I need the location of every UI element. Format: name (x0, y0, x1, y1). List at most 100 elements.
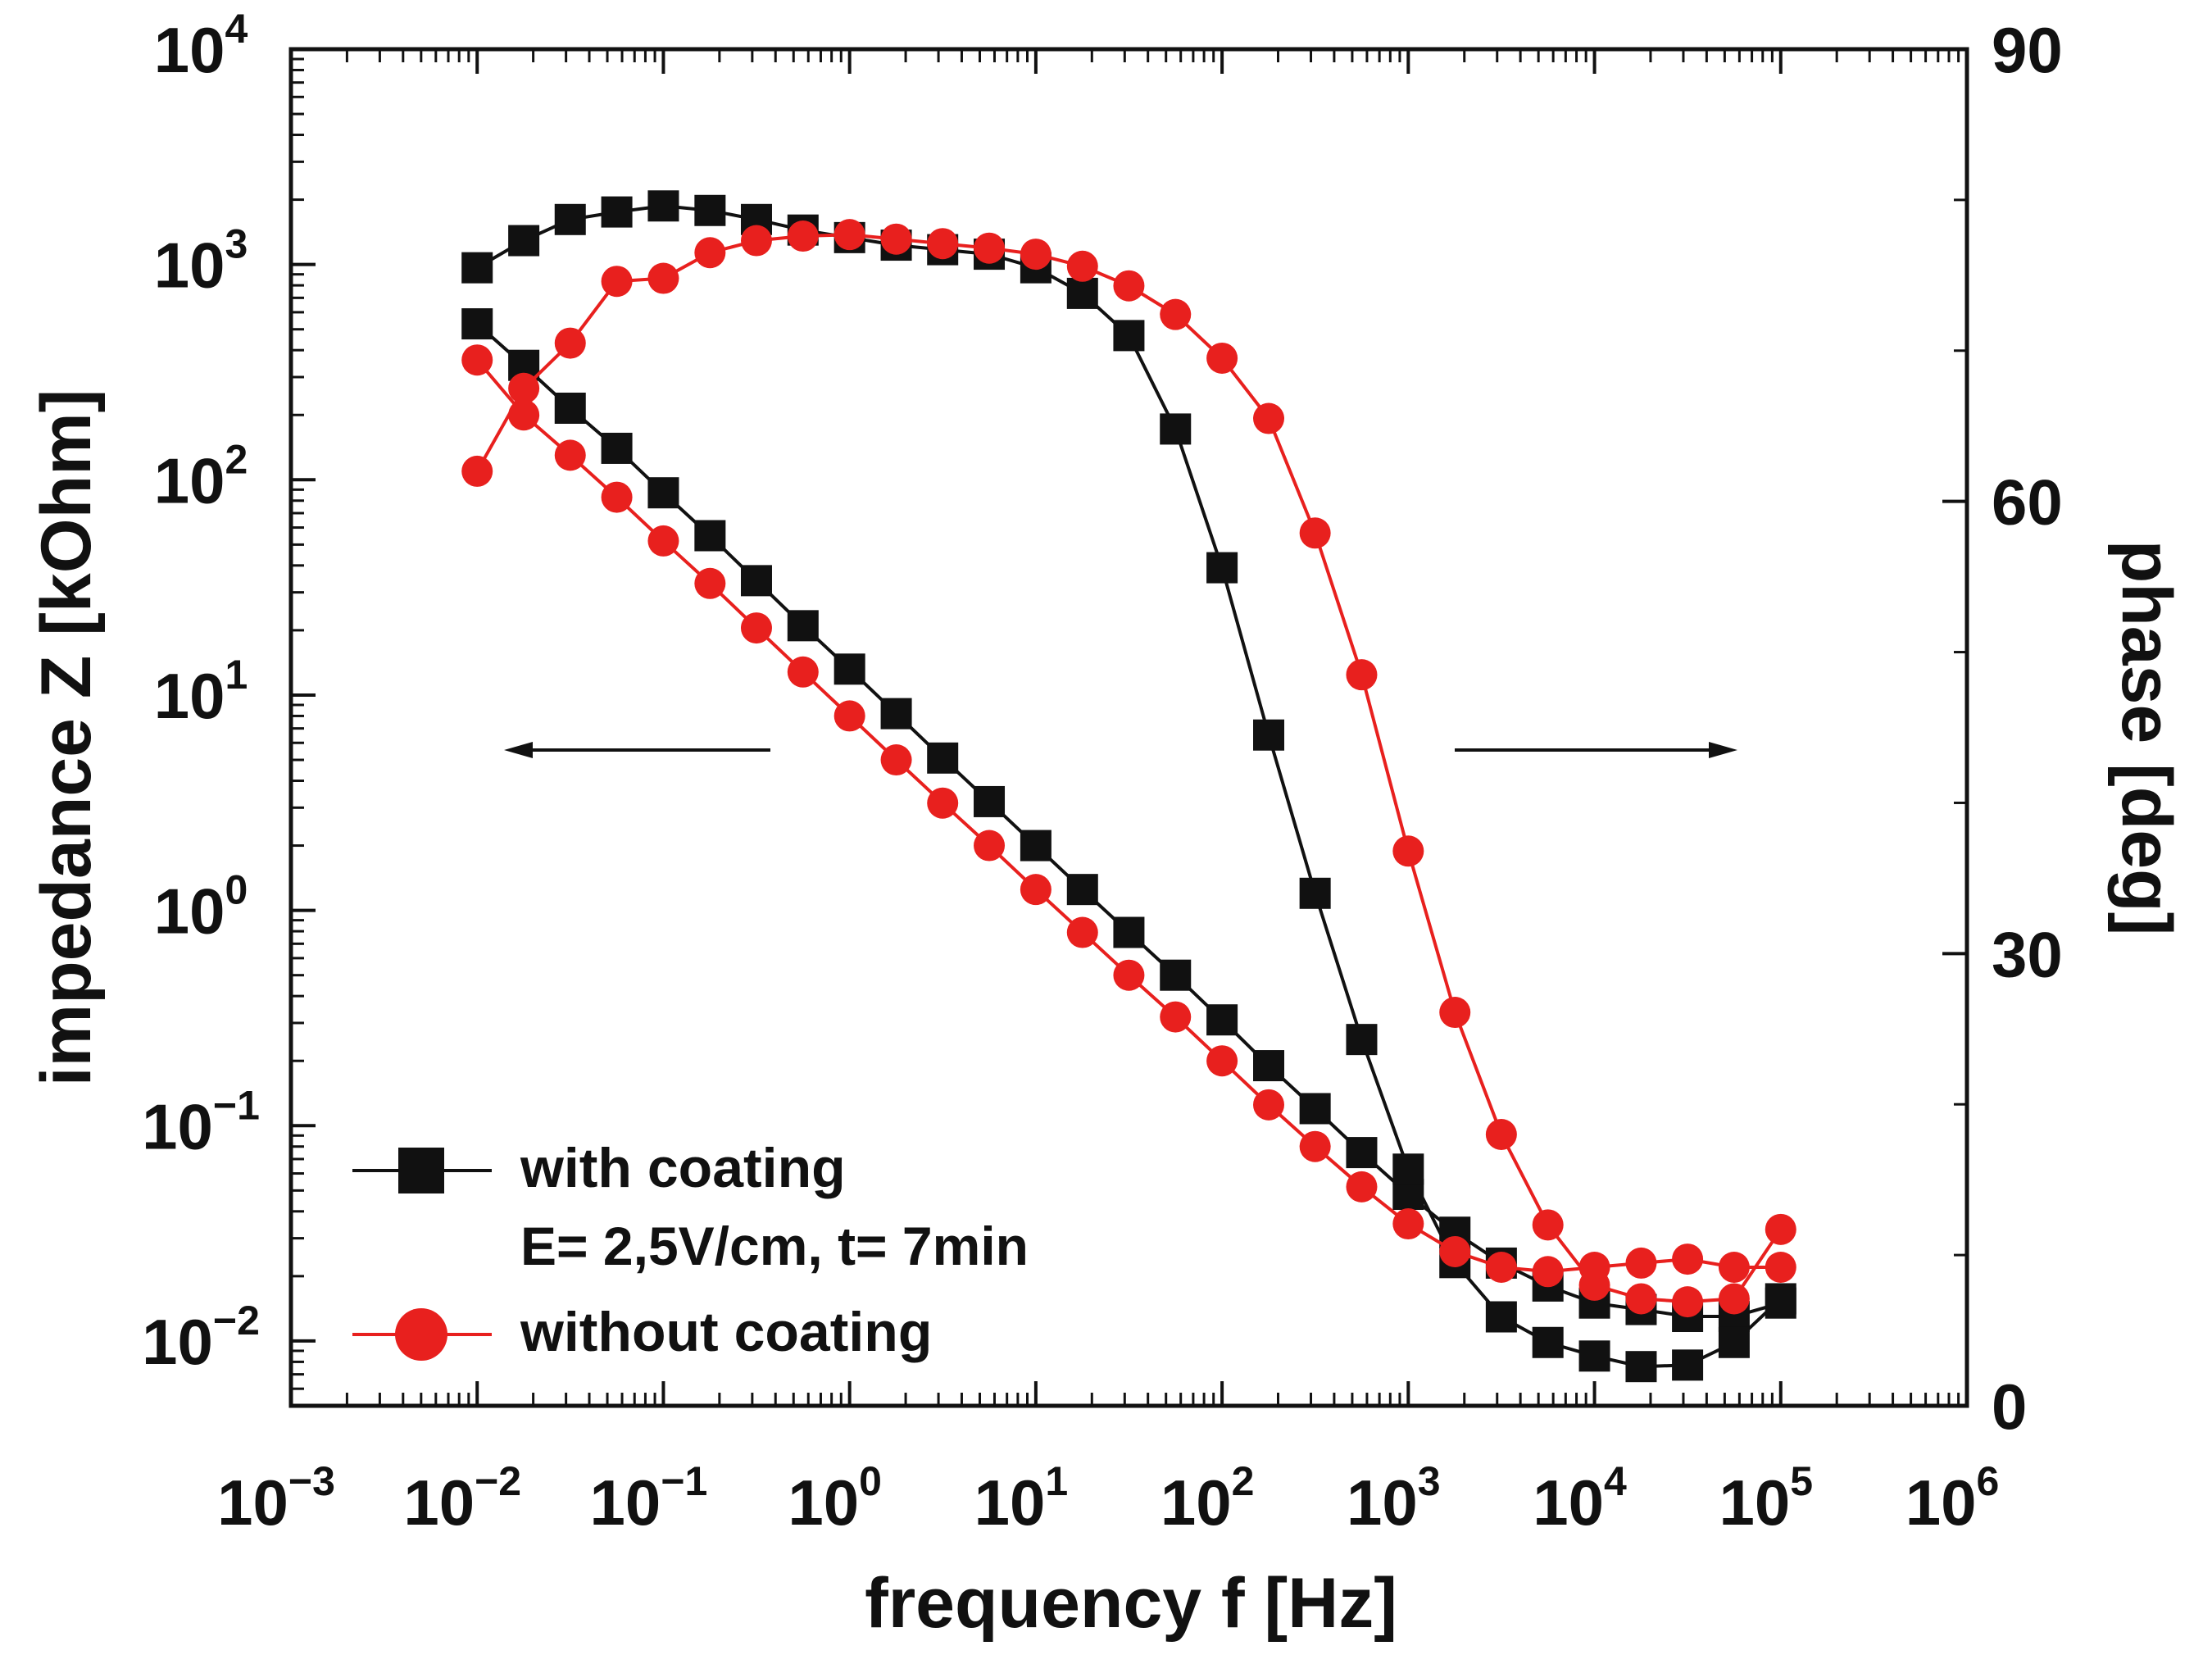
phase-point (694, 194, 726, 226)
x-axis-ticks: 10−3 10−2 10−1 100 101 102 103 104 105 106 (217, 49, 1999, 1539)
x-tick-label: 10−2 (403, 1458, 521, 1539)
right-y-axis-ticks: 90 60 30 0 (1942, 14, 2063, 1443)
phase-point (787, 221, 819, 252)
phase-point (1066, 277, 1098, 309)
arrow-left-head (504, 742, 533, 758)
y-tick-label: 102 (154, 436, 248, 516)
impedance-point (880, 698, 912, 730)
series-with-coating (461, 190, 1796, 1383)
impedance-point (787, 656, 819, 688)
phase-point (1346, 1024, 1378, 1056)
impedance-point (508, 399, 540, 431)
impedance-point (740, 565, 772, 597)
impedance-point (740, 612, 772, 644)
left-y-axis-title: impedance Z [kOhm] (27, 389, 106, 1087)
phase-point (1765, 1283, 1796, 1315)
impedance-point (1253, 1050, 1285, 1082)
phase-point (554, 327, 586, 359)
x-tick-label: 10−3 (217, 1458, 335, 1539)
legend-sublabel-conditions: E= 2,5V/cm, t= 7min (520, 1216, 1029, 1276)
legend-marker-circle (395, 1308, 447, 1361)
phase-point (1578, 1340, 1610, 1372)
y-tick-label: 103 (154, 221, 248, 302)
phase-point (1625, 1351, 1657, 1383)
y2-tick-label: 30 (1992, 918, 2063, 990)
phase-point (508, 225, 540, 257)
phase-point (1206, 552, 1238, 584)
x-tick-label: 105 (1719, 1458, 1813, 1539)
phase-point (1160, 413, 1192, 445)
series-layer (461, 190, 1796, 1383)
phase-point (740, 225, 772, 257)
phase-point (880, 223, 912, 255)
phase-point (833, 219, 865, 251)
impedance-point (1066, 916, 1098, 948)
impedance-point (1160, 1001, 1192, 1033)
impedance-point (601, 432, 633, 464)
phase-point (1532, 1209, 1564, 1241)
y-tick-label: 104 (154, 6, 248, 86)
phase-point (647, 262, 679, 294)
phase-point (1392, 835, 1424, 867)
impedance-point (554, 439, 586, 471)
phase-point (1346, 659, 1378, 691)
impedance-point (927, 742, 959, 774)
phase-point (1392, 1153, 1424, 1185)
legend-entry-with-coating: with coating E= 2,5V/cm, t= 7min (352, 1137, 1029, 1276)
impedance-point (1672, 1243, 1704, 1275)
y-tick-label: 101 (154, 652, 248, 732)
y2-tick-label: 60 (1992, 466, 2063, 539)
phase-point (601, 266, 633, 298)
phase-point (461, 455, 493, 487)
legend: with coating E= 2,5V/cm, t= 7min without… (352, 1137, 1029, 1363)
impedance-point (833, 700, 865, 732)
impedance-point (694, 567, 726, 599)
impedance-point (880, 744, 912, 776)
impedance-point (461, 308, 493, 340)
impedance-point (1346, 1171, 1378, 1203)
phase-point (1439, 997, 1471, 1029)
phase-point (1625, 1283, 1657, 1315)
phase-point (1160, 298, 1192, 330)
axis-arrows (504, 742, 1737, 758)
impedance-point (647, 477, 679, 509)
impedance-point (1020, 874, 1051, 906)
impedance-point (927, 787, 959, 819)
y-tick-label: 10−2 (142, 1298, 260, 1378)
phase-point (647, 190, 679, 222)
phase-point (1672, 1349, 1704, 1381)
impedance-point (1113, 959, 1145, 991)
phase-point (1532, 1326, 1564, 1358)
x-tick-label: 106 (1905, 1458, 2000, 1539)
impedance-point (1160, 959, 1192, 991)
phase-point (1718, 1283, 1750, 1315)
y-tick-label: 10−1 (142, 1082, 260, 1162)
phase-point (508, 372, 540, 404)
impedance-point (1765, 1251, 1796, 1283)
phase-point (1485, 1119, 1517, 1150)
right-y-axis-title: phase [deg] (2107, 540, 2186, 936)
legend-label-with-coating: with coating (520, 1137, 846, 1199)
phase-point (1672, 1286, 1704, 1318)
x-axis-title: frequency f [Hz] (865, 1564, 1397, 1643)
legend-entry-without-coating: without coating (352, 1301, 932, 1363)
impedance-point (461, 344, 493, 376)
impedance-point (1532, 1256, 1564, 1288)
impedance-point (1113, 916, 1145, 948)
x-tick-label: 104 (1533, 1458, 1627, 1539)
impedance-point (647, 525, 679, 557)
phase-point (1765, 1213, 1796, 1245)
impedance-point (1299, 1130, 1331, 1162)
impedance-point (833, 653, 865, 685)
impedance-point (974, 785, 1006, 817)
x-tick-label: 102 (1161, 1458, 1255, 1539)
impedance-point (1253, 1089, 1285, 1121)
phase-point (1578, 1269, 1610, 1301)
y2-tick-label: 0 (1992, 1371, 2027, 1443)
plot-frame (288, 47, 1969, 1408)
impedance-point (1299, 1093, 1331, 1125)
phase-point (554, 203, 586, 235)
impedance-point (974, 830, 1006, 862)
impedance-point (1020, 830, 1051, 862)
